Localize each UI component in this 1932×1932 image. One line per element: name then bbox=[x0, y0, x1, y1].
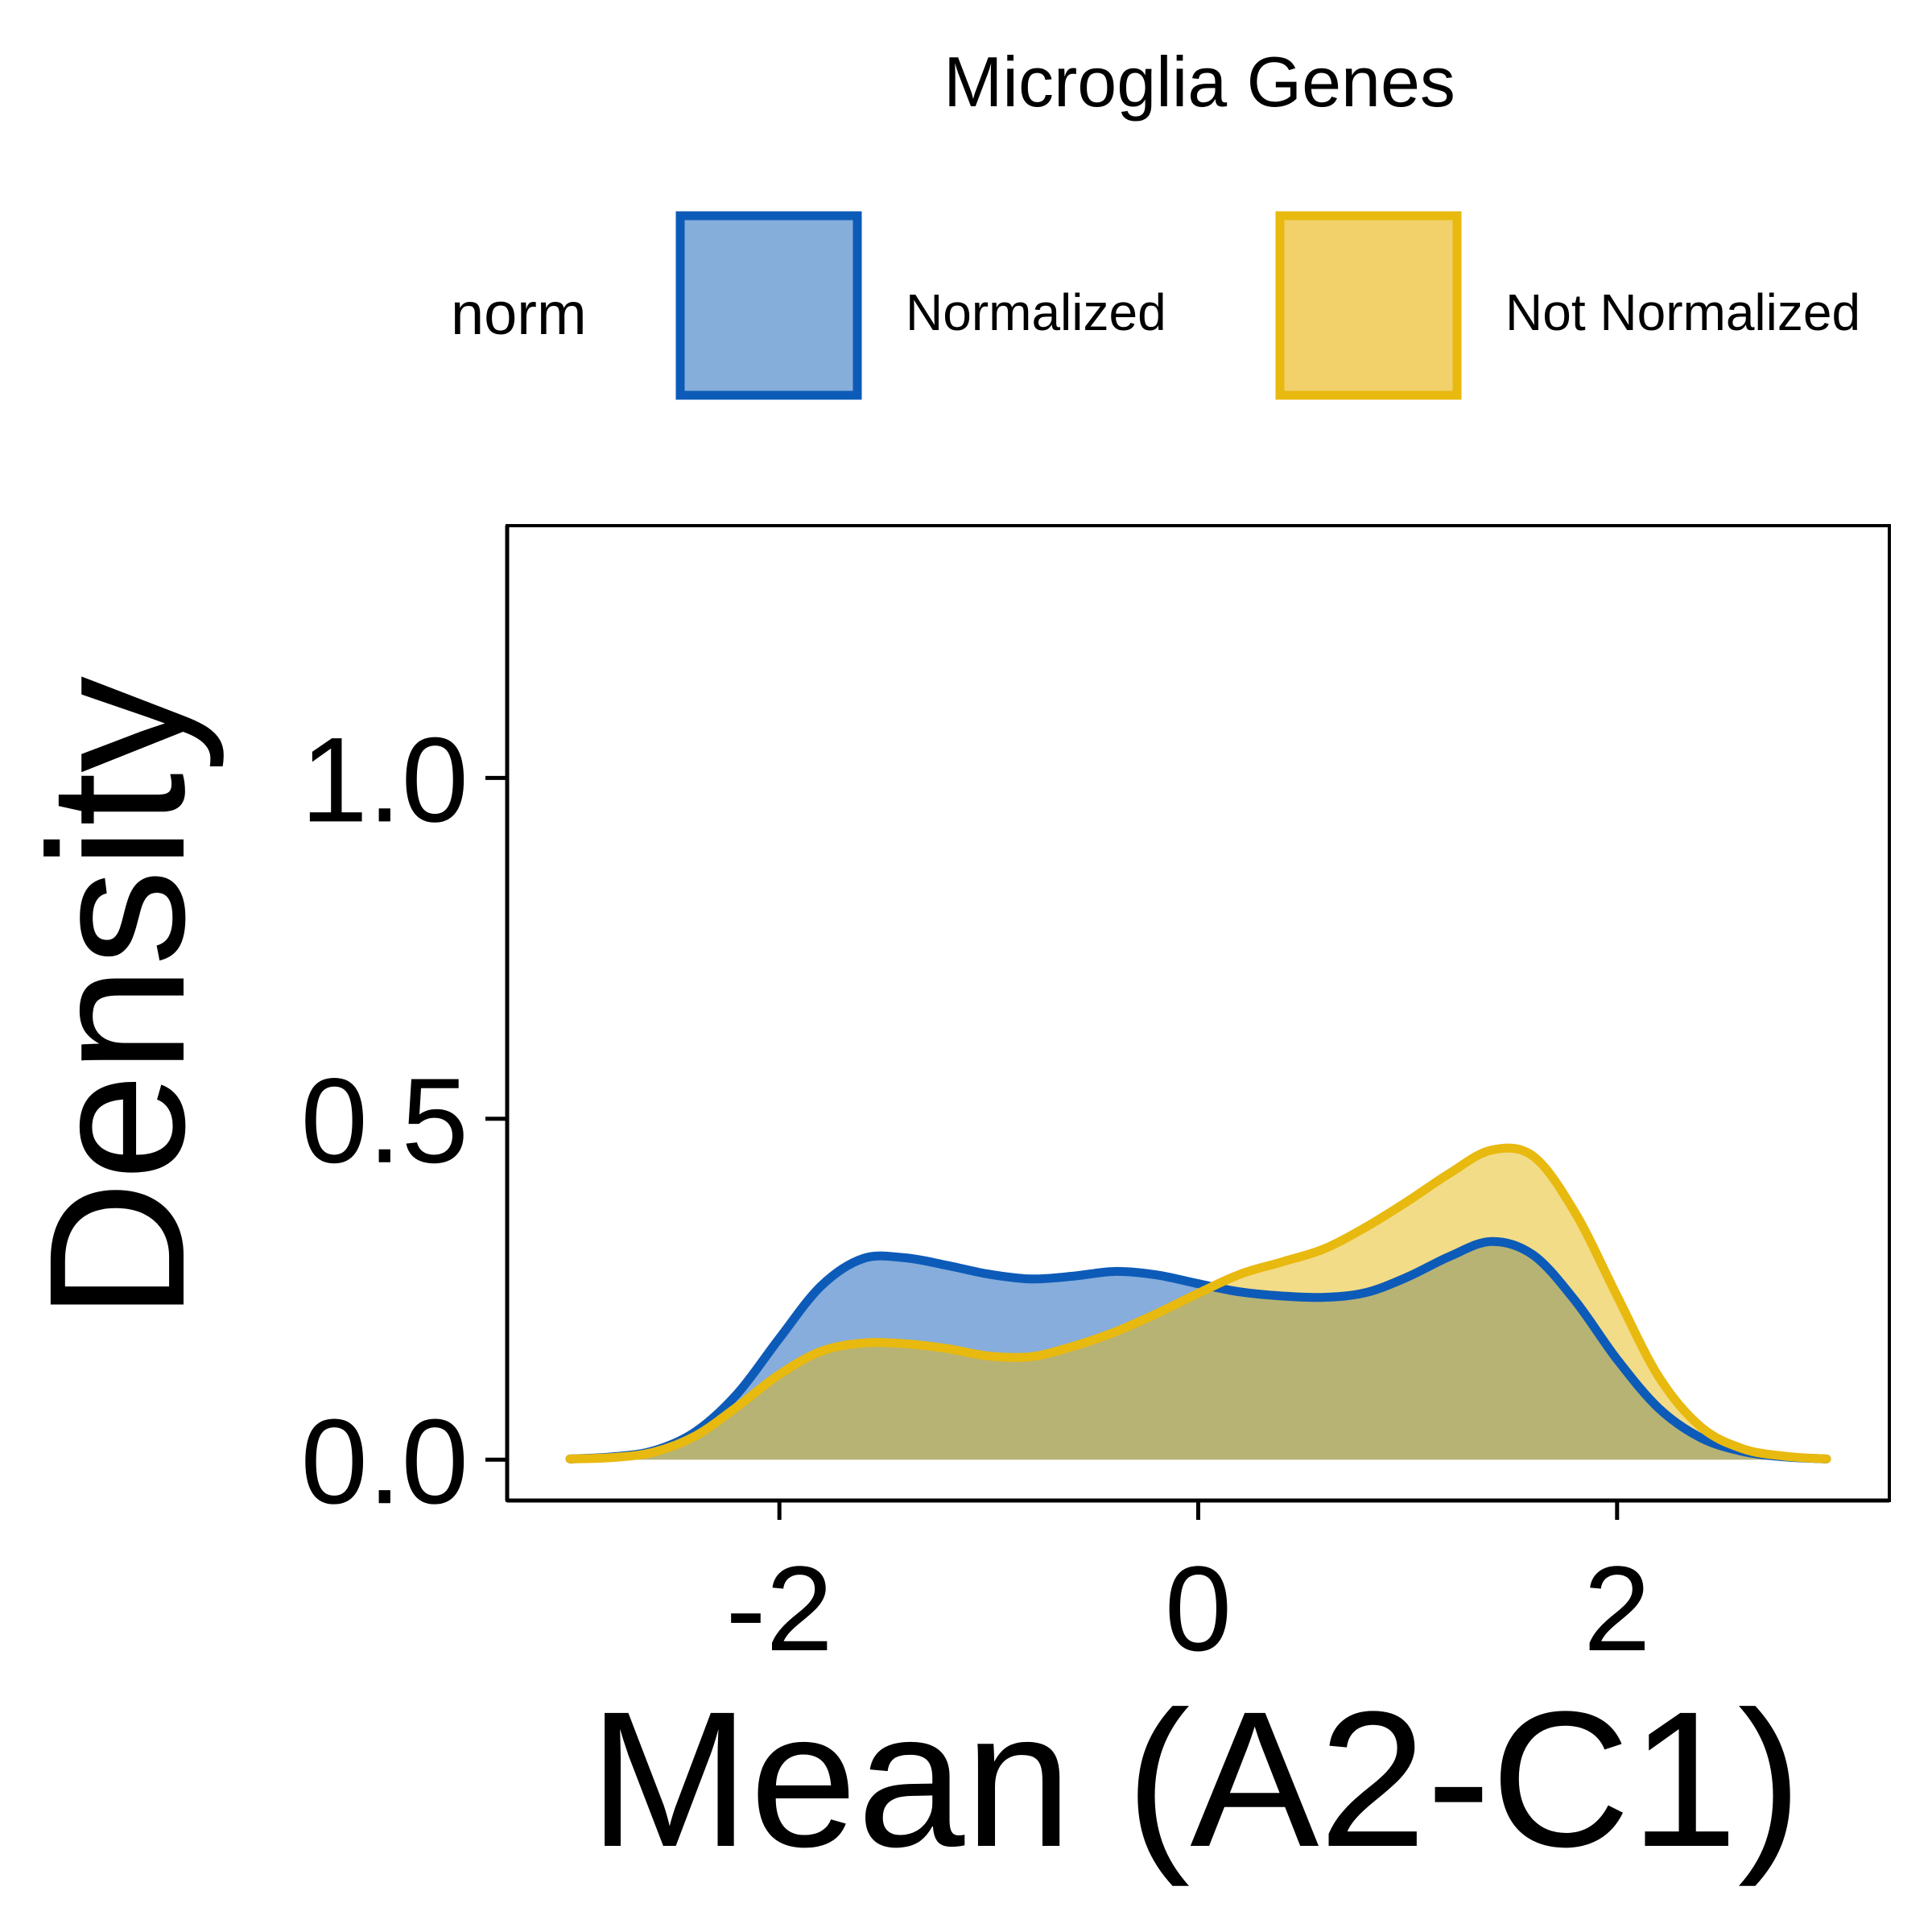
legend-swatch-not-normalized bbox=[1275, 211, 1462, 400]
legend-entry-normalized: Normalized bbox=[675, 211, 1166, 400]
y-tick-label: 1.0 bbox=[300, 712, 469, 847]
legend: norm Normalized Not Normalized bbox=[451, 211, 1860, 400]
density-line-normalized bbox=[565, 1236, 1831, 1463]
legend-label-not-normalized: Not Normalized bbox=[1505, 283, 1860, 341]
chart-title: Microglia Genes bbox=[943, 42, 1455, 122]
x-tick-label: -2 bbox=[726, 1541, 833, 1676]
x-axis: -2 0 2 bbox=[507, 1498, 1889, 1676]
y-axis-title: Density bbox=[9, 676, 225, 1320]
x-axis-title: Mean (A2-C1) bbox=[588, 1671, 1802, 1887]
series-layer bbox=[565, 1143, 1831, 1463]
legend-label-normalized: Normalized bbox=[906, 283, 1166, 341]
x-tick-label: 2 bbox=[1583, 1541, 1650, 1676]
legend-swatch-normalized bbox=[675, 211, 862, 400]
legend-title: norm bbox=[451, 280, 587, 347]
y-tick-label: 0.0 bbox=[300, 1393, 469, 1529]
legend-entry-not-normalized: Not Normalized bbox=[1275, 211, 1860, 400]
y-axis: 0.0 0.5 1.0 bbox=[300, 526, 510, 1529]
density-area-not-normalized bbox=[570, 1148, 1827, 1460]
x-tick-label: 0 bbox=[1165, 1541, 1232, 1676]
y-tick-label: 0.5 bbox=[300, 1053, 469, 1188]
plot-panel bbox=[506, 524, 1891, 1502]
density-line-not-normalized bbox=[565, 1143, 1831, 1463]
